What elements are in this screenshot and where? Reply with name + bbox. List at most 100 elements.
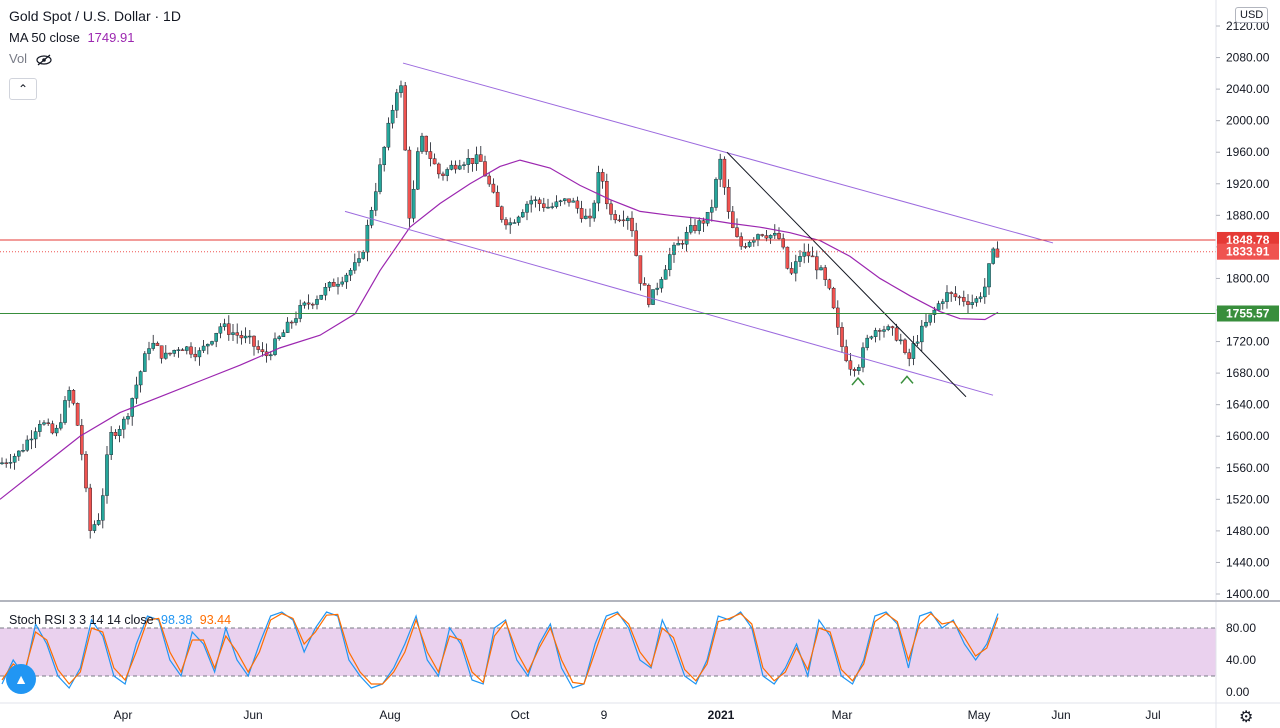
candle-body (441, 173, 445, 176)
candle-body (348, 269, 353, 276)
candle-body (705, 212, 710, 224)
candle-body (932, 309, 937, 315)
candle-body (689, 225, 693, 233)
candle-body (79, 425, 84, 455)
symbol-title[interactable]: Gold Spot / U.S. Dollar · 1D (9, 8, 181, 24)
candle-body (525, 203, 529, 213)
candle-body (247, 335, 252, 338)
candle-body (399, 85, 403, 93)
candle-body (785, 246, 790, 269)
stoch-rsi-d-line (1, 612, 999, 685)
candle-body (613, 214, 617, 221)
candle-body (684, 232, 689, 245)
tradingview-logo-icon[interactable]: ▲ (6, 664, 36, 694)
candle-body (163, 352, 168, 359)
volume-legend[interactable]: Vol (9, 51, 181, 66)
candle-body (668, 254, 672, 270)
candle-body (214, 332, 219, 342)
ma-legend[interactable]: MA 50 close 1749.91 (9, 30, 181, 45)
candle-body (550, 206, 554, 208)
candle-body (630, 217, 634, 232)
candle-body (945, 292, 949, 302)
candle-body (533, 199, 538, 201)
candle-body (197, 350, 202, 358)
candle-body (126, 416, 130, 420)
candle-body (260, 349, 265, 353)
candle-body (731, 211, 735, 228)
candle-body (529, 200, 533, 205)
candle-body (327, 282, 332, 288)
candle-body (374, 191, 378, 211)
candle-body (878, 330, 882, 332)
candle-body (542, 203, 546, 208)
candle-body (33, 431, 38, 440)
rsi-tick-label: 0.00 (1226, 685, 1250, 699)
candle-body (470, 158, 475, 164)
candle-body (84, 454, 88, 489)
y-tick-label: 1880.00 (1226, 208, 1270, 222)
candle-body (416, 151, 420, 190)
candle-body (8, 462, 13, 464)
y-tick-label: 2080.00 (1226, 51, 1270, 65)
candle-body (861, 347, 865, 368)
price-pane[interactable] (0, 62, 1216, 539)
candle-body (100, 495, 105, 521)
price-label-bg (1217, 305, 1279, 322)
candle-body (718, 158, 722, 180)
candle-body (894, 327, 899, 341)
candle-body (0, 462, 4, 465)
candle-body (222, 323, 227, 327)
candle-body (252, 335, 256, 347)
candle-body (647, 285, 651, 305)
candle-body (269, 354, 273, 357)
candle-body (290, 321, 294, 324)
y-tick-label: 1480.00 (1226, 524, 1270, 538)
candle-body (983, 286, 987, 298)
stoch-rsi-pane[interactable] (0, 611, 1216, 690)
candle-body (205, 343, 210, 347)
candle-body (924, 322, 928, 327)
candle-body (180, 349, 185, 351)
candle-body (462, 164, 466, 166)
candle-body (579, 208, 584, 219)
candle-body (777, 232, 781, 239)
candle-body (336, 283, 340, 287)
candle-body (554, 201, 559, 207)
candle-body (96, 520, 101, 525)
collapse-legend-button[interactable]: ⌃ (9, 78, 37, 100)
y-tick-label: 2000.00 (1226, 114, 1270, 128)
candle-body (693, 225, 697, 231)
candle-body (386, 122, 391, 148)
stoch-rsi-band (0, 628, 1216, 676)
currency-badge[interactable]: USD (1235, 7, 1269, 23)
candle-body (726, 187, 731, 212)
candle-body (638, 255, 643, 284)
candle-body (617, 219, 622, 222)
candle-body (886, 326, 890, 330)
gear-icon[interactable]: ⚙ (1239, 709, 1254, 726)
candle-body (54, 427, 59, 434)
candle-body (970, 302, 974, 305)
candle-body (63, 400, 67, 423)
candle-body (504, 219, 508, 226)
candle-body (794, 261, 798, 274)
channel-lower-line (344, 210, 994, 396)
candle-body (991, 248, 995, 264)
candle-body (995, 248, 1000, 258)
y-tick-label: 1560.00 (1226, 461, 1270, 475)
y-tick-label: 1720.00 (1226, 335, 1270, 349)
candle-body (395, 92, 399, 111)
candle-body (210, 341, 214, 345)
candle-body (117, 429, 122, 436)
candle-body (655, 287, 659, 290)
candle-body (714, 179, 718, 208)
stoch-rsi-legend[interactable]: Stoch RSI 3 3 14 14 close 98.38 93.44 (9, 613, 231, 627)
candle-body (432, 158, 437, 165)
candle-body (294, 318, 298, 323)
candle-body (256, 346, 261, 350)
eye-hidden-icon[interactable] (35, 54, 53, 66)
candle-body (38, 423, 42, 432)
candle-body (747, 241, 752, 247)
candle-body (29, 438, 34, 441)
